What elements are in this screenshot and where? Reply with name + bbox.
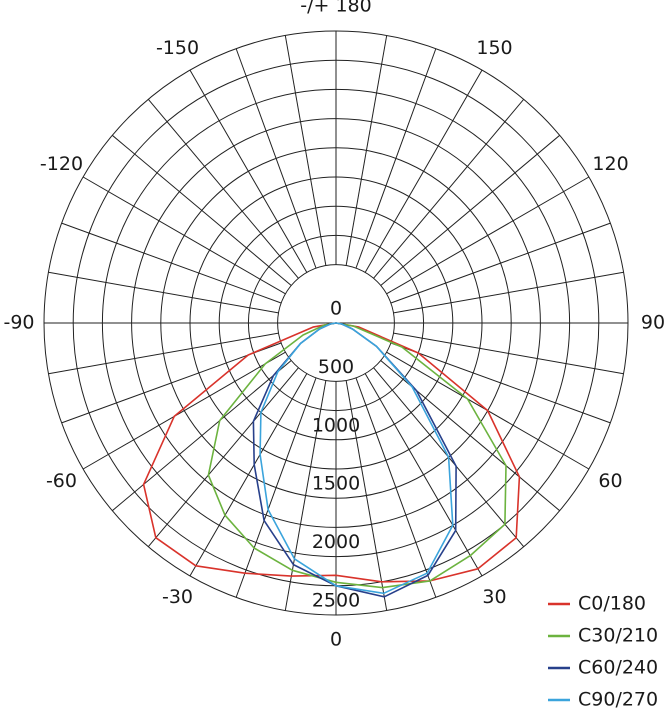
angle-tick-label: 150 <box>476 37 512 59</box>
ring <box>101 88 571 558</box>
ring <box>218 205 454 441</box>
legend-label: C0/180 <box>578 593 646 615</box>
series-line <box>207 322 507 589</box>
series-line <box>259 322 454 595</box>
r-tick-label: 2500 <box>312 590 360 612</box>
ring <box>160 147 512 499</box>
angle-tick-label: 0 <box>330 629 342 651</box>
ring <box>43 30 629 616</box>
series-line <box>142 322 521 583</box>
angle-tick-label: 60 <box>598 470 622 492</box>
angle-tick-label: 90 <box>641 312 665 334</box>
angle-tick-label: -/+ 180 <box>300 0 371 17</box>
angle-tick-label: 120 <box>592 153 628 175</box>
angle-tick-label: -120 <box>40 153 83 175</box>
angle-tick-label: 30 <box>482 586 506 608</box>
angle-tick-label: -150 <box>156 37 199 59</box>
angle-tick-label: -90 <box>3 312 34 334</box>
legend-label: C60/240 <box>578 657 658 679</box>
ring <box>277 264 395 382</box>
legend-label: C30/210 <box>578 625 658 647</box>
r-tick-label: 2000 <box>312 531 360 553</box>
r-tick-label: 1000 <box>312 414 360 436</box>
angle-tick-label: -30 <box>162 586 193 608</box>
angle-tick-label: -60 <box>46 470 77 492</box>
legend-label: C90/270 <box>578 689 658 711</box>
r-tick-label: 500 <box>318 356 354 378</box>
r-tick-label: 1500 <box>312 473 360 495</box>
r-tick-label: 0 <box>330 298 342 320</box>
